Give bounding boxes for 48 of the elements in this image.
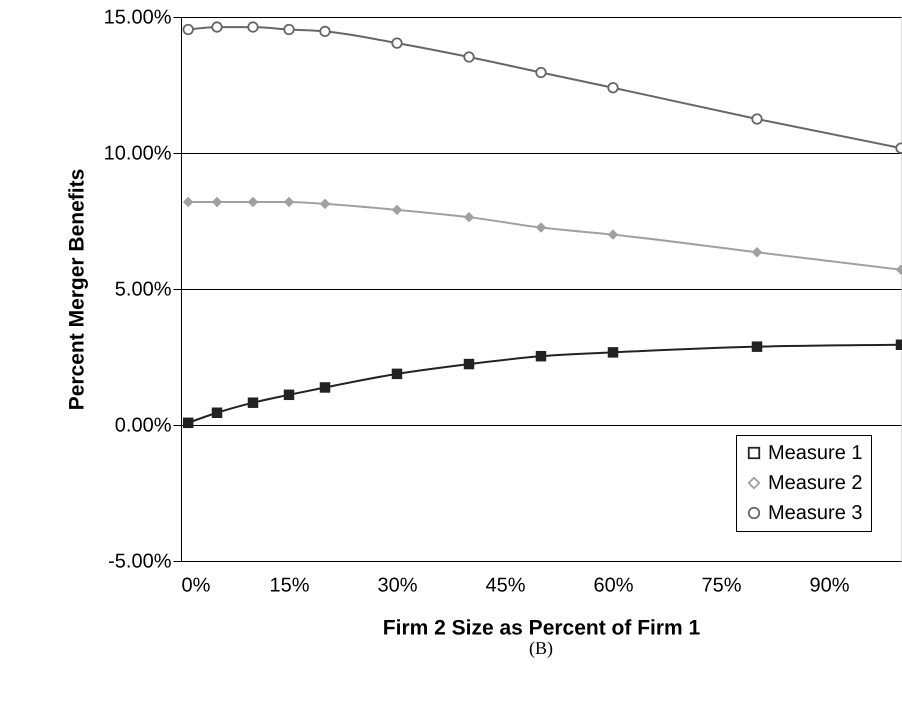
point	[607, 82, 619, 94]
point	[464, 212, 474, 222]
point	[751, 113, 763, 125]
point	[392, 368, 402, 380]
y-tick-label: -5.00%	[108, 550, 172, 572]
y-tick-label: 0.00%	[114, 414, 172, 436]
point	[752, 341, 762, 352]
point	[284, 196, 294, 208]
point	[182, 24, 194, 36]
x-tick-label: 0%	[182, 574, 211, 596]
point	[536, 350, 546, 362]
x-tick-label: 15%	[269, 574, 310, 596]
point	[464, 358, 474, 370]
point	[608, 347, 618, 358]
x-axis-title: Firm 2 Size as Percent of Firm 1	[382, 616, 701, 640]
point	[608, 229, 618, 240]
point	[463, 51, 475, 63]
y-tick-label: 5.00%	[114, 278, 172, 300]
point	[320, 198, 330, 210]
point	[182, 418, 194, 428]
y-tick-label: 15.00%	[104, 6, 172, 28]
point	[392, 204, 402, 216]
point	[752, 247, 762, 258]
point	[283, 24, 295, 36]
legend-label: Measure 2	[768, 472, 862, 494]
point	[391, 37, 403, 49]
legend-label: Measure 1	[768, 442, 862, 464]
x-tick-label: 60%	[593, 574, 634, 596]
x-tick-label: 90%	[809, 574, 850, 596]
x-tick-label: 45%	[485, 574, 526, 596]
point	[284, 390, 294, 400]
point	[535, 66, 547, 78]
point	[212, 196, 222, 208]
text: (B)	[529, 638, 553, 658]
point	[247, 21, 259, 33]
point	[536, 222, 546, 233]
x-tick-label: 30%	[377, 574, 418, 596]
point	[248, 397, 258, 408]
y-tick-label: 10.00%	[104, 142, 172, 164]
point	[320, 382, 330, 393]
legend-label: Measure 3	[768, 502, 862, 524]
y-axis-title: Percent Merger Benefits	[66, 168, 89, 410]
x-tick-label: 75%	[701, 574, 742, 596]
point	[248, 196, 258, 208]
point	[212, 408, 222, 418]
point	[319, 26, 331, 38]
point	[211, 21, 223, 33]
point	[182, 196, 194, 208]
